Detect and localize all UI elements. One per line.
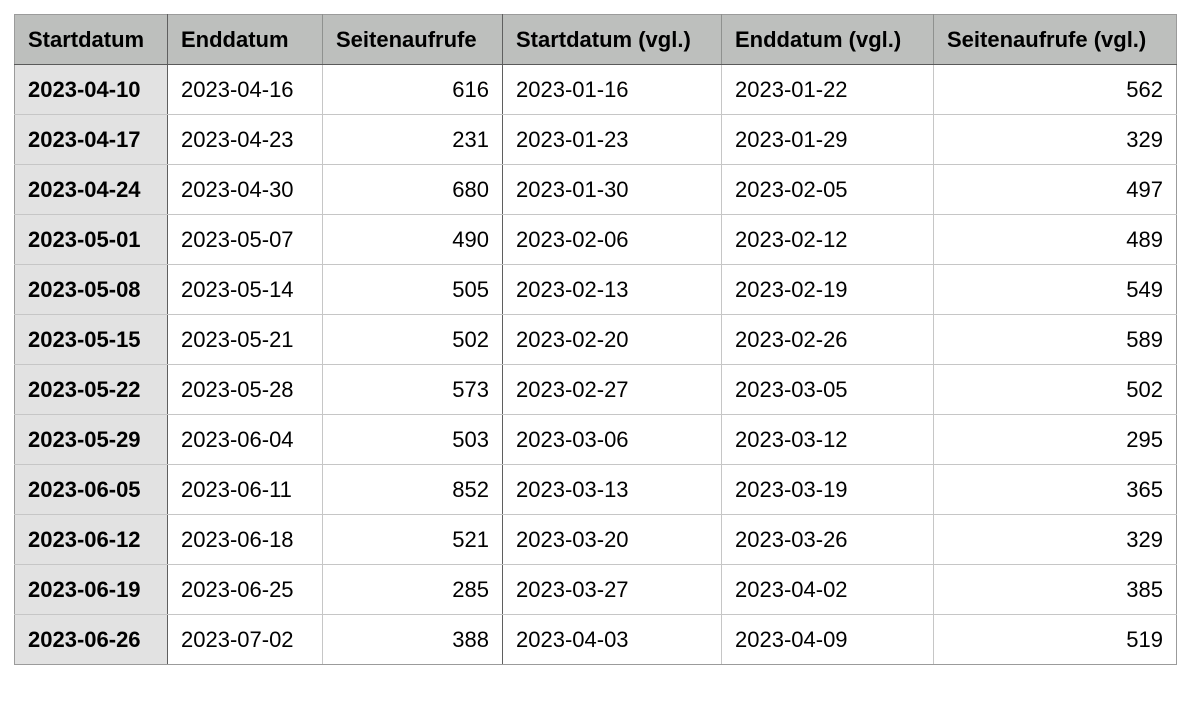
cell-enddatum-vgl: 2023-04-09 <box>721 614 934 665</box>
cell-seitenaufrufe: 388 <box>322 614 503 665</box>
cell-enddatum: 2023-05-14 <box>167 264 323 315</box>
cell-enddatum: 2023-05-07 <box>167 214 323 265</box>
cell-seitenaufrufe: 505 <box>322 264 503 315</box>
cell-enddatum-vgl: 2023-02-12 <box>721 214 934 265</box>
cell-startdatum: 2023-04-10 <box>14 64 168 115</box>
cell-startdatum-vgl: 2023-03-13 <box>502 464 722 515</box>
column-header-seitenaufrufe-vgl: Seitenaufrufe (vgl.) <box>933 14 1177 65</box>
cell-enddatum-vgl: 2023-02-19 <box>721 264 934 315</box>
cell-startdatum: 2023-05-15 <box>14 314 168 365</box>
cell-startdatum: 2023-04-17 <box>14 114 168 165</box>
cell-startdatum-vgl: 2023-02-27 <box>502 364 722 415</box>
cell-seitenaufrufe: 852 <box>322 464 503 515</box>
cell-startdatum: 2023-05-01 <box>14 214 168 265</box>
table-row: 2023-05-29 2023-06-04 503 2023-03-06 202… <box>14 414 1177 465</box>
cell-seitenaufrufe-vgl: 329 <box>933 514 1177 565</box>
table-row: 2023-06-12 2023-06-18 521 2023-03-20 202… <box>14 514 1177 565</box>
table-row: 2023-06-05 2023-06-11 852 2023-03-13 202… <box>14 464 1177 515</box>
cell-startdatum: 2023-06-26 <box>14 614 168 665</box>
cell-seitenaufrufe: 231 <box>322 114 503 165</box>
cell-enddatum: 2023-06-18 <box>167 514 323 565</box>
cell-startdatum-vgl: 2023-03-20 <box>502 514 722 565</box>
column-header-startdatum-vgl: Startdatum (vgl.) <box>502 14 722 65</box>
cell-seitenaufrufe-vgl: 497 <box>933 164 1177 215</box>
cell-startdatum: 2023-05-08 <box>14 264 168 315</box>
table-row: 2023-06-19 2023-06-25 285 2023-03-27 202… <box>14 564 1177 615</box>
cell-startdatum: 2023-05-22 <box>14 364 168 415</box>
cell-seitenaufrufe: 680 <box>322 164 503 215</box>
column-header-enddatum-vgl: Enddatum (vgl.) <box>721 14 934 65</box>
cell-enddatum: 2023-05-28 <box>167 364 323 415</box>
cell-startdatum-vgl: 2023-02-20 <box>502 314 722 365</box>
table-header-row: Startdatum Enddatum Seitenaufrufe Startd… <box>14 14 1177 65</box>
cell-seitenaufrufe: 285 <box>322 564 503 615</box>
cell-enddatum-vgl: 2023-01-22 <box>721 64 934 115</box>
cell-startdatum-vgl: 2023-02-06 <box>502 214 722 265</box>
cell-startdatum: 2023-06-05 <box>14 464 168 515</box>
cell-enddatum-vgl: 2023-03-05 <box>721 364 934 415</box>
cell-seitenaufrufe-vgl: 295 <box>933 414 1177 465</box>
table-row: 2023-05-01 2023-05-07 490 2023-02-06 202… <box>14 214 1177 265</box>
cell-seitenaufrufe-vgl: 365 <box>933 464 1177 515</box>
table-row: 2023-04-17 2023-04-23 231 2023-01-23 202… <box>14 114 1177 165</box>
cell-seitenaufrufe: 503 <box>322 414 503 465</box>
cell-seitenaufrufe-vgl: 489 <box>933 214 1177 265</box>
cell-startdatum-vgl: 2023-01-30 <box>502 164 722 215</box>
cell-seitenaufrufe-vgl: 385 <box>933 564 1177 615</box>
cell-seitenaufrufe: 573 <box>322 364 503 415</box>
table-row: 2023-05-15 2023-05-21 502 2023-02-20 202… <box>14 314 1177 365</box>
cell-enddatum-vgl: 2023-01-29 <box>721 114 934 165</box>
column-header-startdatum: Startdatum <box>14 14 168 65</box>
cell-startdatum-vgl: 2023-03-27 <box>502 564 722 615</box>
column-header-enddatum: Enddatum <box>167 14 323 65</box>
cell-seitenaufrufe-vgl: 502 <box>933 364 1177 415</box>
cell-seitenaufrufe-vgl: 329 <box>933 114 1177 165</box>
cell-seitenaufrufe: 502 <box>322 314 503 365</box>
cell-seitenaufrufe: 616 <box>322 64 503 115</box>
column-header-seitenaufrufe: Seitenaufrufe <box>322 14 503 65</box>
cell-seitenaufrufe-vgl: 519 <box>933 614 1177 665</box>
cell-seitenaufrufe-vgl: 562 <box>933 64 1177 115</box>
cell-enddatum-vgl: 2023-03-12 <box>721 414 934 465</box>
cell-startdatum: 2023-05-29 <box>14 414 168 465</box>
cell-enddatum-vgl: 2023-03-19 <box>721 464 934 515</box>
table-row: 2023-04-10 2023-04-16 616 2023-01-16 202… <box>14 64 1177 115</box>
cell-startdatum-vgl: 2023-01-16 <box>502 64 722 115</box>
table-row: 2023-04-24 2023-04-30 680 2023-01-30 202… <box>14 164 1177 215</box>
cell-enddatum-vgl: 2023-02-05 <box>721 164 934 215</box>
cell-enddatum: 2023-04-16 <box>167 64 323 115</box>
table-row: 2023-05-22 2023-05-28 573 2023-02-27 202… <box>14 364 1177 415</box>
table-row: 2023-06-26 2023-07-02 388 2023-04-03 202… <box>14 614 1177 665</box>
cell-seitenaufrufe-vgl: 589 <box>933 314 1177 365</box>
cell-startdatum-vgl: 2023-04-03 <box>502 614 722 665</box>
cell-startdatum: 2023-04-24 <box>14 164 168 215</box>
cell-startdatum-vgl: 2023-02-13 <box>502 264 722 315</box>
cell-enddatum-vgl: 2023-04-02 <box>721 564 934 615</box>
cell-enddatum: 2023-06-11 <box>167 464 323 515</box>
cell-seitenaufrufe-vgl: 549 <box>933 264 1177 315</box>
cell-enddatum: 2023-04-30 <box>167 164 323 215</box>
cell-enddatum: 2023-06-25 <box>167 564 323 615</box>
cell-enddatum: 2023-04-23 <box>167 114 323 165</box>
pageviews-comparison-table: Startdatum Enddatum Seitenaufrufe Startd… <box>14 14 1177 665</box>
cell-enddatum: 2023-06-04 <box>167 414 323 465</box>
cell-seitenaufrufe: 521 <box>322 514 503 565</box>
cell-enddatum: 2023-07-02 <box>167 614 323 665</box>
cell-startdatum-vgl: 2023-01-23 <box>502 114 722 165</box>
cell-startdatum: 2023-06-12 <box>14 514 168 565</box>
cell-startdatum: 2023-06-19 <box>14 564 168 615</box>
cell-startdatum-vgl: 2023-03-06 <box>502 414 722 465</box>
cell-enddatum-vgl: 2023-02-26 <box>721 314 934 365</box>
cell-enddatum-vgl: 2023-03-26 <box>721 514 934 565</box>
table-row: 2023-05-08 2023-05-14 505 2023-02-13 202… <box>14 264 1177 315</box>
cell-enddatum: 2023-05-21 <box>167 314 323 365</box>
cell-seitenaufrufe: 490 <box>322 214 503 265</box>
